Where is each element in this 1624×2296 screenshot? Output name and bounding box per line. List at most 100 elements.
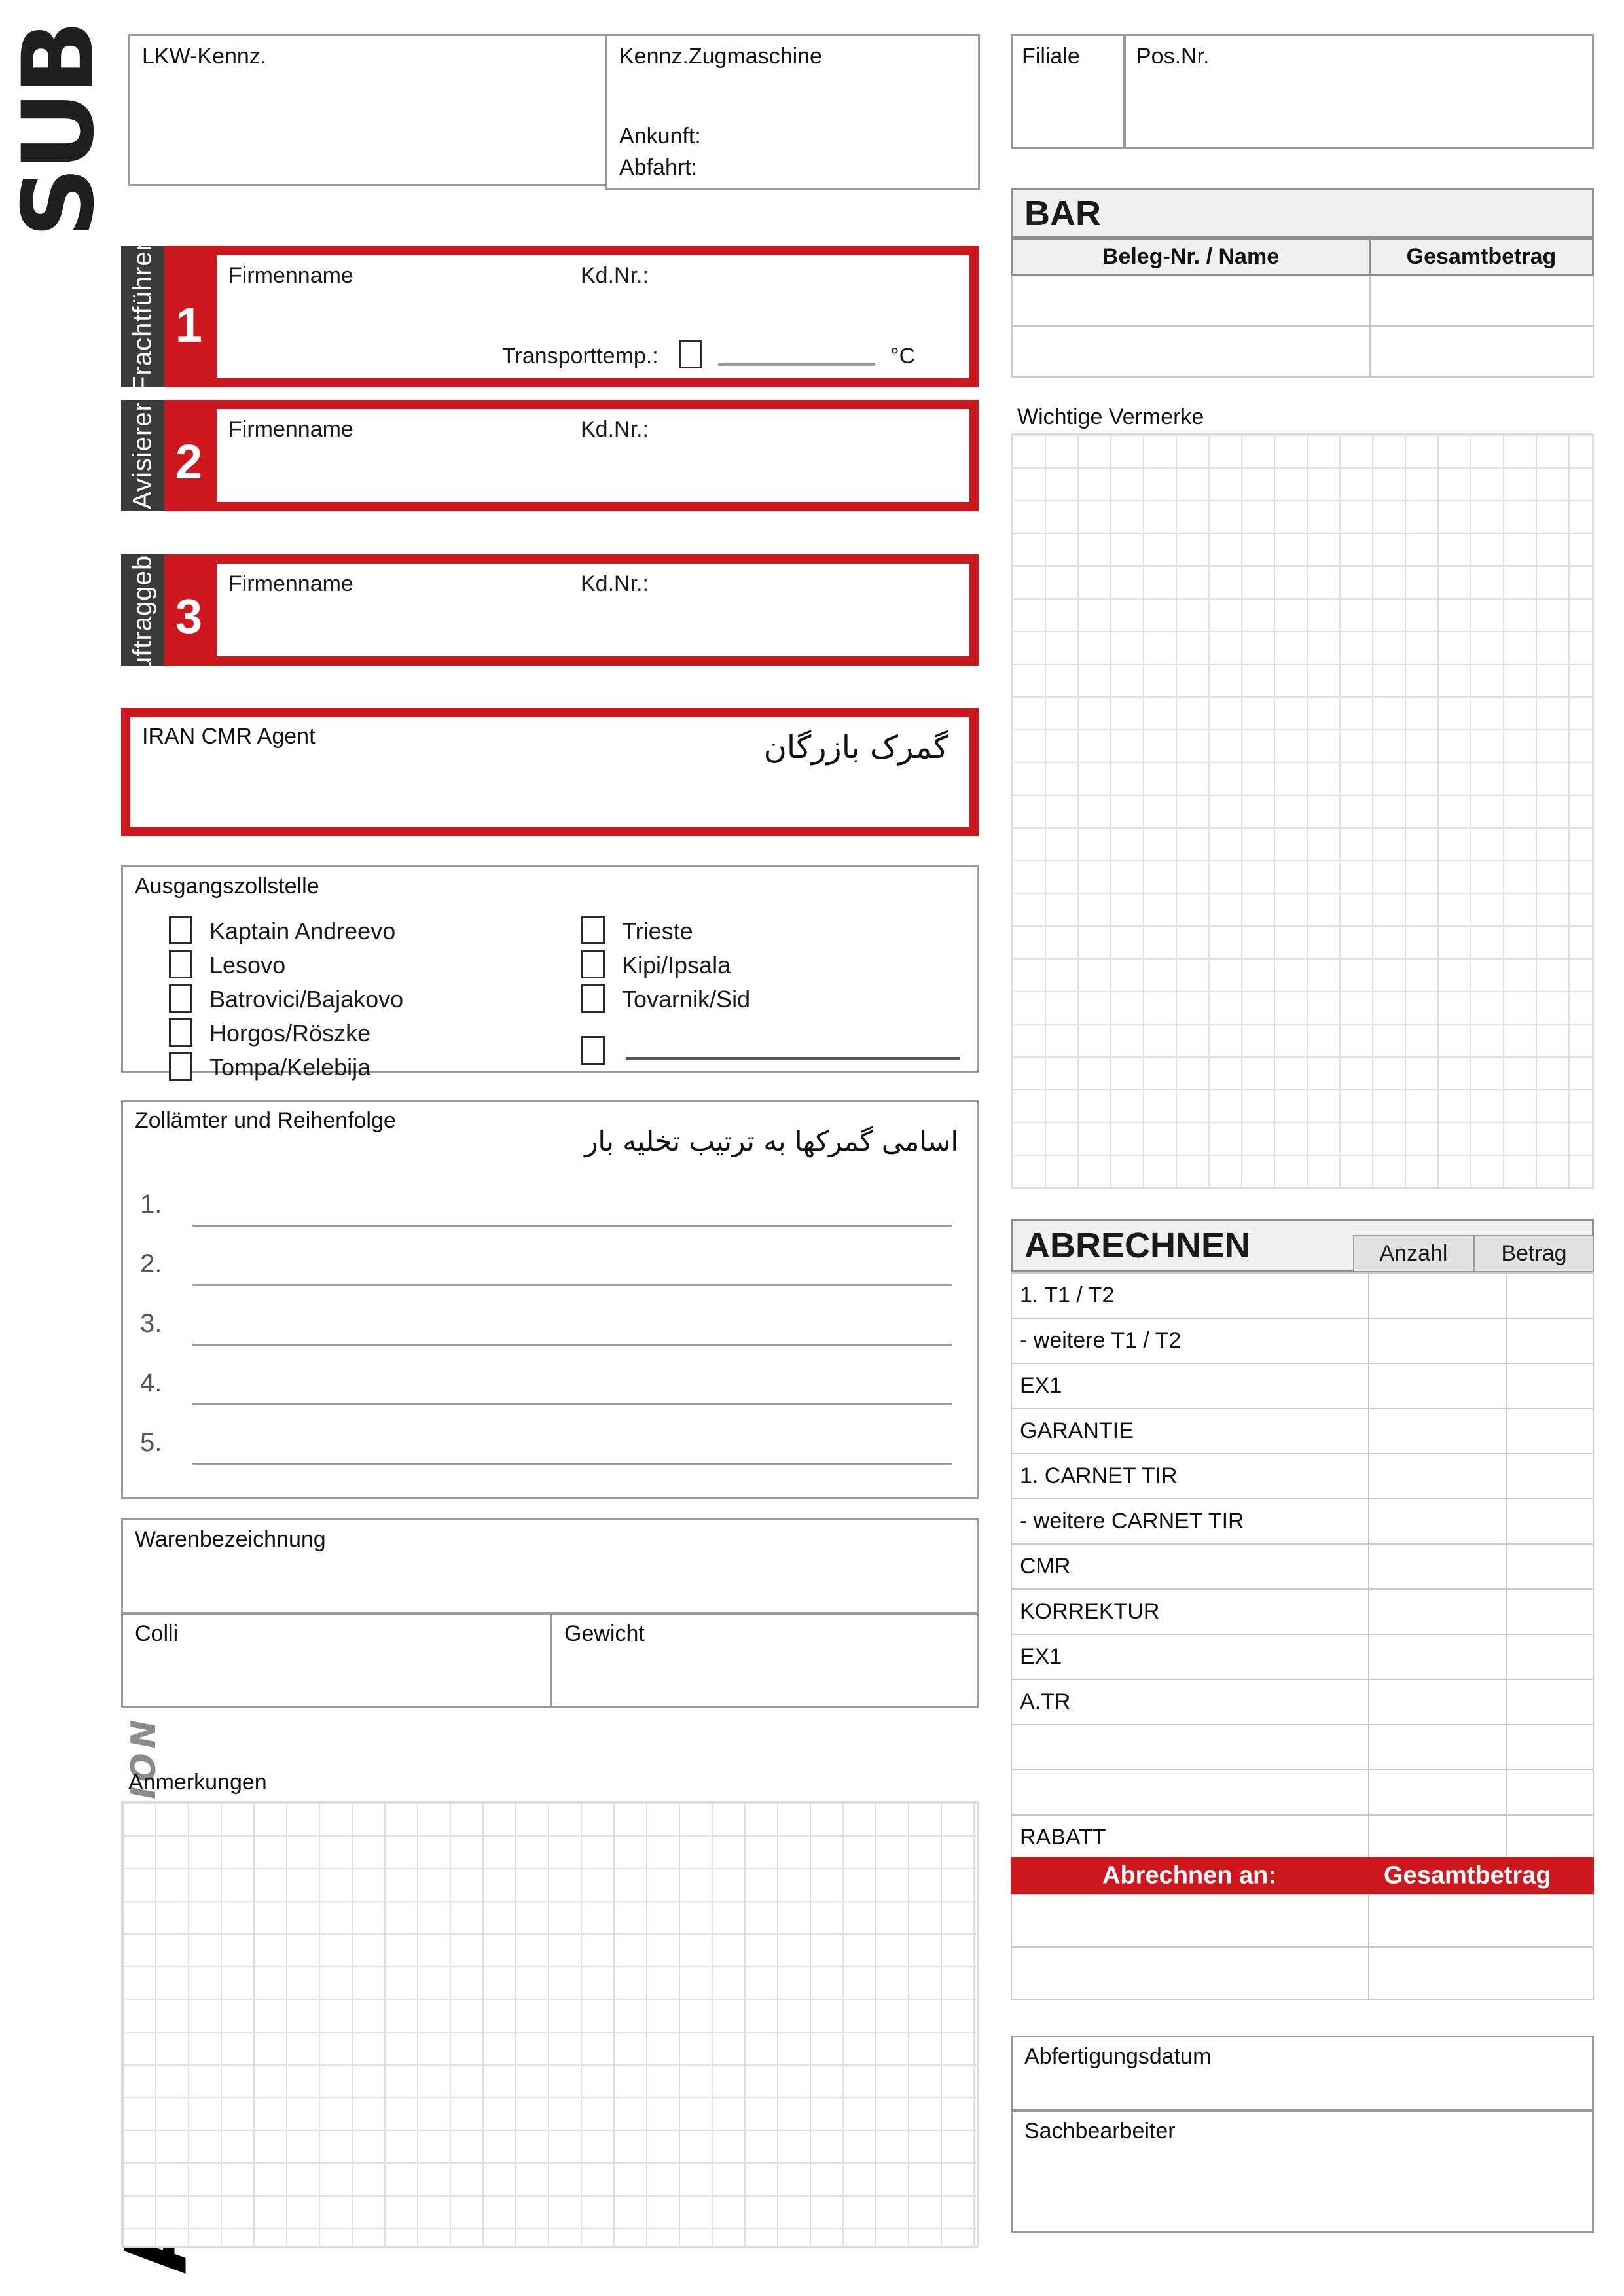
checkbox-horgos-roeszke[interactable] <box>169 1018 192 1047</box>
party-field-auftraggeber[interactable]: Firmenname Kd.Nr.: <box>217 564 969 656</box>
sub-logo: SUB <box>0 7 124 255</box>
abrechnen-row-betrag-2[interactable] <box>1506 1363 1594 1409</box>
transporttemp-input[interactable] <box>717 363 875 366</box>
bar-row-total-1[interactable] <box>1369 274 1594 327</box>
checkbox-row-lesovo[interactable]: Lesovo <box>169 950 285 979</box>
bar-row-total-2[interactable] <box>1369 325 1594 378</box>
party-block-frachtfuehrer: Frachtführer 1 Firmenname Kd.Nr.: Transp… <box>121 246 979 387</box>
lkw-kennz-box[interactable]: LKW-Kennz. <box>128 34 607 186</box>
warenbezeichnung-box[interactable]: Warenbezeichnung <box>121 1518 979 1614</box>
checkbox-row-horgos-roeszke[interactable]: Horgos/Röszke <box>169 1018 370 1047</box>
abrechnen-row-anzahl-5[interactable] <box>1368 1498 1507 1545</box>
party-block-avisierer: Avisierer 2 Firmenname Kd.Nr.: <box>121 400 979 511</box>
party-block-auftraggeber: Auftraggeber 3 Firmenname Kd.Nr.: <box>121 554 979 666</box>
abrechnen-row-anzahl-0[interactable] <box>1368 1272 1507 1319</box>
sachbearbeiter-box[interactable]: Sachbearbeiter <box>1011 2110 1594 2233</box>
abfahrt-box[interactable]: Abfahrt: <box>605 147 980 190</box>
checkbox-tompa-kelebija[interactable] <box>169 1052 192 1081</box>
zollamt-input-1[interactable] <box>192 1225 952 1227</box>
filiale-box[interactable]: Filiale <box>1011 34 1125 149</box>
abrechnen-row-betrag-1[interactable] <box>1506 1318 1594 1364</box>
checkbox-tovarnik-sid[interactable] <box>581 984 605 1013</box>
abfertigungsdatum-box[interactable]: Abfertigungsdatum <box>1011 2036 1594 2111</box>
checkbox-other-input[interactable] <box>626 1057 960 1060</box>
abrechnen-row-betrag-9[interactable] <box>1506 1679 1594 1725</box>
posnr-box[interactable]: Pos.Nr. <box>1124 34 1594 149</box>
zollamt-number-4: 4. <box>140 1369 162 1397</box>
abrechnen-row-betrag-6[interactable] <box>1506 1543 1594 1590</box>
zollamt-number-5: 5. <box>140 1428 162 1457</box>
abrechnen-total-bar: Abrechnen an: Gesamtbetrag <box>1011 1857 1594 1894</box>
abrechnen-an-label: Abrechnen an: <box>1102 1861 1277 1890</box>
abrechnen-row-anzahl-9[interactable] <box>1368 1679 1507 1725</box>
ausgangszollstelle-label: Ausgangszollstelle <box>135 874 319 899</box>
transporttemp-label: Transporttemp.: <box>502 344 659 368</box>
abrechnen-row-anzahl-3[interactable] <box>1368 1408 1507 1454</box>
abrechnen-row-anzahl-1[interactable] <box>1368 1318 1507 1364</box>
abrechnen-row-betrag-8[interactable] <box>1506 1634 1594 1680</box>
kdnr-label-3: Kd.Nr.: <box>581 571 649 596</box>
party-tab-label-auftraggeber: Auftraggeber <box>128 554 157 666</box>
bill-total-row-1[interactable] <box>1368 1894 1594 1948</box>
checkbox-row-other[interactable] <box>581 1036 960 1066</box>
zollamt-input-2[interactable] <box>192 1284 952 1286</box>
transporttemp-checkbox[interactable] <box>679 340 703 368</box>
zollamt-number-1: 1. <box>140 1190 162 1219</box>
checkbox-row-tompa-kelebija[interactable]: Tompa/Kelebija <box>169 1052 370 1081</box>
party-field-avisierer[interactable]: Firmenname Kd.Nr.: <box>217 409 969 502</box>
abrechnen-row-label-2: EX1 <box>1011 1363 1369 1409</box>
abrechnen-row-betrag-11[interactable] <box>1506 1769 1594 1816</box>
zollamt-input-4[interactable] <box>192 1403 952 1405</box>
checkbox-row-trieste[interactable]: Trieste <box>581 916 693 945</box>
party-field-frachtfuehrer[interactable]: Firmenname Kd.Nr.: Transporttemp.: °C <box>217 255 969 378</box>
abrechnen-row-anzahl-6[interactable] <box>1368 1543 1507 1590</box>
filiale-label: Filiale <box>1022 44 1080 69</box>
zollamt-input-3[interactable] <box>192 1344 952 1346</box>
abrechnen-row-anzahl-11[interactable] <box>1368 1769 1507 1816</box>
abrechnen-row-anzahl-10[interactable] <box>1368 1724 1507 1770</box>
abrechnen-row-label-11[interactable] <box>1011 1769 1369 1816</box>
bill-to-row-1[interactable] <box>1011 1894 1369 1948</box>
checkbox-row-batrovici-bajakovo[interactable]: Batrovici/Bajakovo <box>169 984 403 1013</box>
bill-to-row-2[interactable] <box>1011 1946 1369 2000</box>
abrechnen-row-anzahl-12[interactable] <box>1368 1814 1507 1861</box>
abrechnen-row-betrag-5[interactable] <box>1506 1498 1594 1545</box>
abrechnen-row-betrag-10[interactable] <box>1506 1724 1594 1770</box>
zollaemter-box: Zollämter und Reihenfolge اسامی گمرکها ب… <box>121 1100 979 1499</box>
checkbox-kipi-ipsala[interactable] <box>581 950 605 978</box>
wichtige-vermerke-grid[interactable] <box>1011 433 1594 1189</box>
zollamt-input-5[interactable] <box>192 1463 952 1465</box>
abrechnen-row-betrag-4[interactable] <box>1506 1453 1594 1499</box>
abrechnen-row-anzahl-2[interactable] <box>1368 1363 1507 1409</box>
iran-cmr-agent-field[interactable]: IRAN CMR Agent گمرک بازرگان <box>130 717 969 827</box>
colli-box[interactable]: Colli <box>121 1613 552 1708</box>
party-tab-label-frachtfuehrer: Frachtführer <box>128 246 157 387</box>
abrechnen-row-betrag-3[interactable] <box>1506 1408 1594 1454</box>
anmerkungen-grid[interactable] <box>121 1801 979 2248</box>
abrechnen-row-betrag-12[interactable] <box>1506 1814 1594 1861</box>
abrechnen-row-label-1: - weitere T1 / T2 <box>1011 1318 1369 1364</box>
checkbox-trieste[interactable] <box>581 916 605 944</box>
bar-row-beleg-1[interactable] <box>1011 274 1371 327</box>
checkbox-batrovici-bajakovo[interactable] <box>169 984 192 1013</box>
checkbox-other[interactable] <box>581 1036 605 1065</box>
bill-total-row-2[interactable] <box>1368 1946 1594 2000</box>
abrechnen-row-betrag-7[interactable] <box>1506 1588 1594 1635</box>
checkbox-row-tovarnik-sid[interactable]: Tovarnik/Sid <box>581 984 750 1013</box>
checkbox-row-kaptain-andreevo[interactable]: Kaptain Andreevo <box>169 916 395 945</box>
abrechnen-title: ABRECHNEN <box>1024 1226 1251 1265</box>
checkbox-kaptain-andreevo[interactable] <box>169 916 192 944</box>
checkbox-row-kipi-ipsala[interactable]: Kipi/Ipsala <box>581 950 731 979</box>
abrechnen-row-anzahl-4[interactable] <box>1368 1453 1507 1499</box>
gewicht-box[interactable]: Gewicht <box>550 1613 979 1708</box>
abrechnen-row-label-10[interactable] <box>1011 1724 1369 1770</box>
ausgangszollstelle-box: Ausgangszollstelle Kaptain Andreevo Leso… <box>121 865 979 1081</box>
abrechnen-col-anzahl: Anzahl <box>1353 1235 1474 1272</box>
abrechnen-row-anzahl-7[interactable] <box>1368 1588 1507 1635</box>
abrechnen-row-anzahl-8[interactable] <box>1368 1634 1507 1680</box>
checkbox-label-tompa-kelebija: Tompa/Kelebija <box>209 1054 371 1081</box>
iran-cmr-agent-block: IRAN CMR Agent گمرک بازرگان <box>121 708 979 836</box>
bar-row-beleg-2[interactable] <box>1011 325 1371 378</box>
checkbox-lesovo[interactable] <box>169 950 192 978</box>
abrechnen-row-betrag-0[interactable] <box>1506 1272 1594 1319</box>
